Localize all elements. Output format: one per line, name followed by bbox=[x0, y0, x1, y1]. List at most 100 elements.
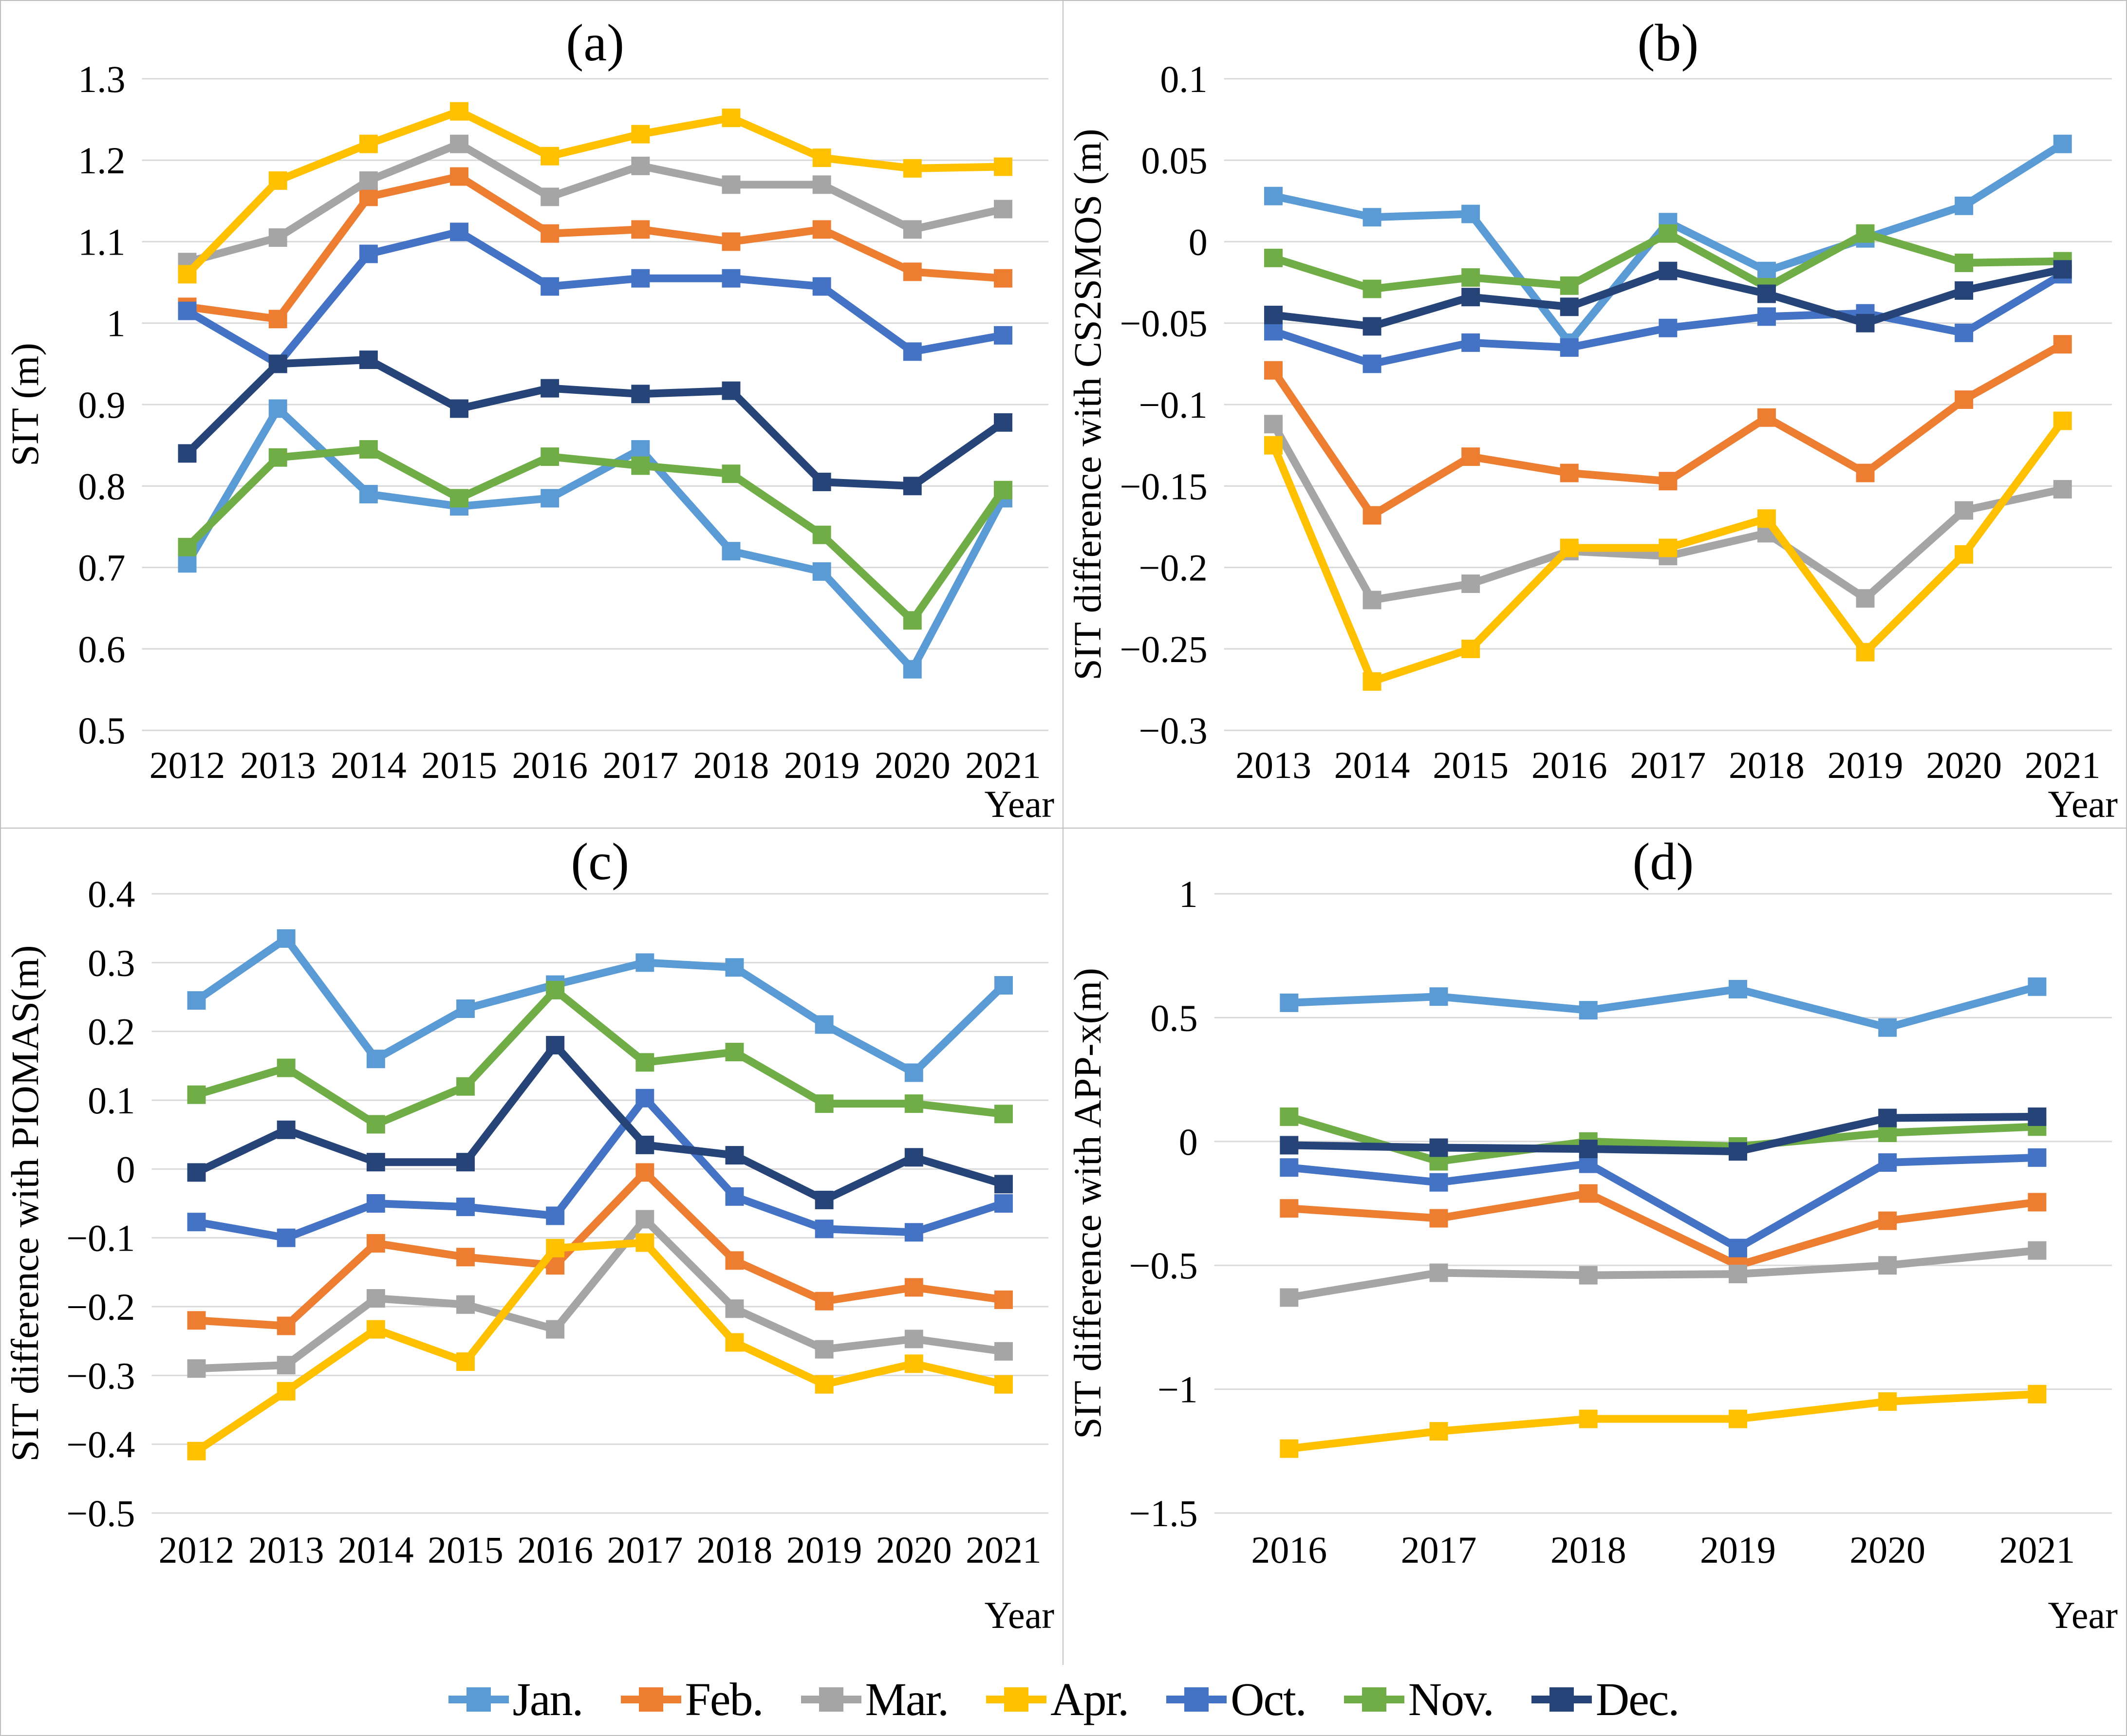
legend-label-jan: Jan. bbox=[512, 1673, 584, 1725]
data-point-marker bbox=[725, 1251, 744, 1270]
x-tick-label: 2016 bbox=[512, 744, 588, 786]
data-point-marker bbox=[456, 1352, 475, 1371]
data-point-marker bbox=[725, 1333, 744, 1352]
series-nov bbox=[1264, 224, 2072, 298]
legend-item-nov: Nov. bbox=[1343, 1676, 1494, 1723]
x-tick-label: 2012 bbox=[149, 744, 225, 786]
data-point-marker bbox=[725, 1187, 744, 1206]
x-tick-label: 2013 bbox=[248, 1529, 324, 1571]
data-point-marker bbox=[1728, 1265, 1747, 1284]
data-point-marker bbox=[2053, 134, 2072, 153]
data-point-marker bbox=[994, 1105, 1013, 1124]
x-tick-label: 2020 bbox=[876, 1529, 952, 1571]
y-tick-label: 0.2 bbox=[88, 1011, 135, 1053]
data-point-marker bbox=[456, 1248, 475, 1267]
y-tick-label: −0.25 bbox=[1119, 628, 1207, 670]
apr-series-marker-icon bbox=[986, 1687, 1047, 1712]
data-point-marker bbox=[277, 1228, 296, 1247]
data-point-marker bbox=[1856, 463, 1875, 482]
data-point-marker bbox=[635, 1135, 654, 1154]
data-point-marker bbox=[1264, 306, 1283, 324]
data-point-marker bbox=[450, 102, 468, 121]
data-point-marker bbox=[541, 489, 560, 508]
y-tick-label: −0.5 bbox=[1129, 1245, 1197, 1287]
x-axis-title: Year bbox=[985, 1594, 1054, 1636]
data-point-marker bbox=[366, 1050, 385, 1069]
data-point-marker bbox=[2028, 1148, 2047, 1167]
y-tick-label: 0.1 bbox=[88, 1080, 135, 1122]
data-point-marker bbox=[2028, 1107, 2047, 1126]
data-point-marker bbox=[994, 157, 1012, 176]
y-tick-label: −0.3 bbox=[66, 1355, 135, 1397]
data-point-marker bbox=[815, 1375, 834, 1394]
y-tick-label: −0.05 bbox=[1119, 303, 1207, 345]
oct-series-marker-icon bbox=[1166, 1687, 1227, 1712]
series-feb bbox=[1264, 335, 2072, 525]
data-point-marker bbox=[277, 929, 296, 948]
series-oct bbox=[178, 222, 1012, 373]
x-tick-label: 2017 bbox=[607, 1529, 683, 1571]
panel-title: (a) bbox=[566, 14, 624, 72]
legend-item-dec: Dec. bbox=[1531, 1676, 1679, 1723]
data-point-marker bbox=[1461, 204, 1480, 223]
series-nov bbox=[178, 440, 1012, 630]
data-point-marker bbox=[1856, 314, 1875, 332]
data-point-marker bbox=[1264, 322, 1283, 341]
data-point-marker bbox=[1659, 472, 1678, 491]
data-point-marker bbox=[456, 1077, 475, 1096]
data-point-marker bbox=[187, 1359, 206, 1378]
panel-c: 0.4 0.3 0.2 0.1 0 −0.1 −0.2 −0.3 −0.4 −0.5 2012 201… bbox=[1, 829, 1064, 1665]
data-point-marker bbox=[722, 464, 741, 483]
x-tick-label: 2016 bbox=[517, 1529, 593, 1571]
data-point-marker bbox=[1659, 318, 1678, 337]
data-point-marker bbox=[903, 159, 922, 178]
data-point-marker bbox=[1264, 186, 1283, 205]
data-point-marker bbox=[904, 1148, 923, 1167]
data-point-marker bbox=[546, 1206, 565, 1225]
data-point-marker bbox=[1955, 196, 1974, 215]
data-point-marker bbox=[456, 1153, 475, 1172]
data-point-marker bbox=[277, 1058, 296, 1077]
data-point-marker bbox=[1560, 538, 1579, 557]
data-point-marker bbox=[366, 1153, 385, 1172]
y-tick-label: 0 bbox=[116, 1148, 135, 1190]
x-tick-label: 2020 bbox=[1849, 1529, 1925, 1571]
y-tick-label: 0.7 bbox=[78, 547, 125, 589]
data-point-marker bbox=[1856, 643, 1875, 662]
x-tick-label: 2012 bbox=[159, 1529, 235, 1571]
data-point-marker bbox=[1579, 1184, 1598, 1203]
data-point-marker bbox=[268, 228, 287, 247]
series-nov bbox=[187, 980, 1013, 1134]
data-point-marker bbox=[994, 1290, 1013, 1309]
data-point-marker bbox=[1429, 1173, 1448, 1192]
data-point-marker bbox=[1264, 248, 1283, 267]
x-tick-label: 2018 bbox=[1550, 1529, 1626, 1571]
data-point-marker bbox=[722, 232, 741, 251]
panel-title: (d) bbox=[1632, 833, 1694, 891]
x-tick-label: 2021 bbox=[965, 744, 1041, 786]
data-point-marker bbox=[277, 1120, 296, 1139]
x-tick-label: 2015 bbox=[421, 744, 497, 786]
data-point-marker bbox=[903, 220, 922, 239]
data-point-marker bbox=[815, 1219, 834, 1238]
x-tick-label: 2018 bbox=[693, 744, 769, 786]
data-point-marker bbox=[815, 1292, 834, 1311]
data-point-marker bbox=[541, 447, 560, 466]
data-point-marker bbox=[994, 1175, 1013, 1194]
data-point-marker bbox=[1362, 208, 1381, 227]
data-point-marker bbox=[366, 1115, 385, 1134]
data-point-marker bbox=[815, 1094, 834, 1113]
y-tick-label: 0.4 bbox=[88, 873, 135, 915]
data-point-marker bbox=[904, 1223, 923, 1242]
x-tick-label: 2015 bbox=[428, 1529, 504, 1571]
series-apr bbox=[1280, 1385, 2047, 1458]
data-point-marker bbox=[1757, 408, 1776, 427]
y-tick-label: −0.2 bbox=[1138, 547, 1207, 589]
data-point-marker bbox=[268, 171, 287, 190]
data-point-marker bbox=[812, 472, 831, 491]
data-point-marker bbox=[725, 1146, 744, 1165]
x-tick-label: 2014 bbox=[1334, 744, 1410, 786]
y-tick-label: −0.5 bbox=[66, 1493, 135, 1534]
data-point-marker bbox=[631, 125, 650, 144]
data-point-marker bbox=[812, 277, 831, 296]
